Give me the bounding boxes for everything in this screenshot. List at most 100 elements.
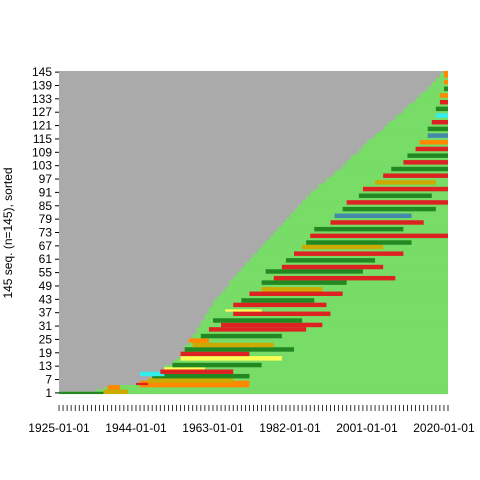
sequence-row-65 <box>257 249 448 252</box>
sequence-row-121 <box>387 124 448 127</box>
x-tick-label-1925: 1925-01-01 <box>28 421 90 435</box>
sequence-row-7 <box>148 378 449 381</box>
sequence-row-25 <box>188 338 448 341</box>
y-tick-label-25: 25 <box>39 332 53 346</box>
sequence-row-130 <box>407 104 448 107</box>
state-spell-12 <box>180 356 282 361</box>
sequence-row-110 <box>358 148 448 152</box>
sequence-row-76 <box>281 224 448 228</box>
y-tick-label-121: 121 <box>32 119 52 133</box>
state-spell-10 <box>164 367 205 370</box>
sequence-row-115 <box>371 137 448 141</box>
sequence-row-20 <box>184 349 449 352</box>
sequence-row-134 <box>419 95 448 98</box>
sequence-row-42 <box>212 300 448 303</box>
y-tick-label-61: 61 <box>39 252 53 266</box>
sequence-row-9 <box>152 373 448 377</box>
sequence-row-137 <box>427 88 448 92</box>
y-tick-label-127: 127 <box>32 105 52 119</box>
state-spell-36 <box>314 226 404 232</box>
sequence-row-16 <box>176 358 448 361</box>
sequence-row-141 <box>435 79 448 83</box>
sequence-row-54 <box>237 273 448 277</box>
state-spell-8 <box>140 371 165 377</box>
sequence-row-127 <box>403 110 448 114</box>
sequence-row-91 <box>310 191 448 194</box>
y-tick-label-55: 55 <box>39 266 53 280</box>
state-spell-44 <box>383 173 448 178</box>
sequence-row-109 <box>358 151 448 154</box>
state-spell-46 <box>403 160 448 165</box>
plot-area <box>59 70 449 395</box>
sequence-row-122 <box>387 122 448 125</box>
state-spell-49 <box>419 140 448 145</box>
y-tick-label-115: 115 <box>33 132 52 146</box>
sequence-row-107 <box>350 155 448 158</box>
x-tick-label-2001: 2001-01-01 <box>336 421 398 435</box>
sequence-row-31 <box>200 324 448 328</box>
sequence-row-28 <box>196 331 448 334</box>
sequence-row-26 <box>192 335 448 339</box>
state-spell-39 <box>342 206 436 212</box>
x-tick-label-1963: 1963-01-01 <box>182 421 244 435</box>
state-spell-27 <box>261 280 347 285</box>
state-spell-45 <box>391 166 448 172</box>
state-spell-28 <box>273 275 396 281</box>
sequence-row-49 <box>229 284 448 288</box>
y-tick-label-43: 43 <box>39 292 53 306</box>
sequence-row-70 <box>269 237 448 241</box>
state-spell-35 <box>310 233 448 239</box>
state-spell-29 <box>265 269 363 274</box>
sequence-row-85 <box>298 204 448 207</box>
sequence-row-19 <box>180 351 448 355</box>
state-spell-47 <box>407 153 448 158</box>
y-tick-label-67: 67 <box>39 239 53 253</box>
sequence-row-104 <box>346 162 448 165</box>
y-tick-label-7: 7 <box>45 373 52 387</box>
state-spell-51 <box>427 126 448 132</box>
state-spell-19 <box>221 322 323 328</box>
y-axis: 1713192531374349556167737985919710310911… <box>32 65 59 400</box>
state-spell-50 <box>427 133 448 138</box>
x-tick-label-1982: 1982-01-01 <box>259 421 321 435</box>
state-spell-5 <box>135 382 149 386</box>
state-spell-38 <box>334 213 412 219</box>
sequence-row-22 <box>184 344 449 348</box>
y-tick-label-31: 31 <box>39 319 53 333</box>
sequence-row-112 <box>362 144 448 147</box>
sequence-row-3 <box>103 387 449 390</box>
sequence-row-123 <box>391 119 448 123</box>
state-spell-25 <box>249 291 343 296</box>
sequence-row-118 <box>379 131 448 134</box>
state-spell-6 <box>148 378 234 383</box>
sequence-row-48 <box>225 286 448 290</box>
sequence-row-142 <box>435 77 448 81</box>
sequence-row-133 <box>415 97 448 101</box>
sequence-row-43 <box>217 298 448 301</box>
state-spell-53 <box>435 113 448 118</box>
sequence-row-38 <box>208 309 448 312</box>
sequence-row-116 <box>375 135 448 138</box>
y-tick-label-109: 109 <box>32 145 52 159</box>
sequence-row-21 <box>184 347 449 350</box>
sequence-row-2 <box>95 389 448 392</box>
state-spell-42 <box>362 186 448 192</box>
state-spell-4 <box>140 380 250 388</box>
y-tick-label-91: 91 <box>39 185 53 199</box>
state-spell-59 <box>443 71 448 78</box>
sequence-row-138 <box>427 86 448 89</box>
y-tick-label-103: 103 <box>32 159 52 173</box>
y-tick-label-79: 79 <box>39 212 53 226</box>
sequence-row-111 <box>362 146 448 150</box>
state-spell-1 <box>59 391 104 394</box>
sequence-row-10 <box>160 371 449 375</box>
state-spell-58 <box>443 79 448 85</box>
state-spell-2 <box>103 389 128 394</box>
state-spell-33 <box>302 244 384 250</box>
sequence-row-114 <box>366 139 448 143</box>
state-spell-23 <box>233 302 327 308</box>
state-spell-18 <box>208 327 307 332</box>
state-spell-37 <box>330 220 424 225</box>
sequence-row-17 <box>180 356 448 359</box>
state-spell-24 <box>241 298 315 303</box>
